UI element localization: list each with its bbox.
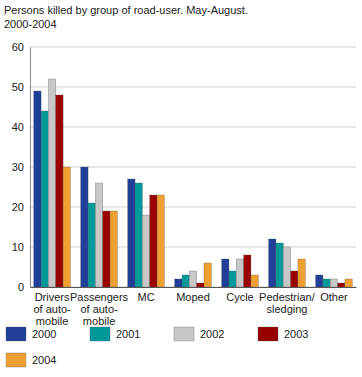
bar: [56, 95, 63, 287]
tick: 0: [18, 281, 30, 293]
tick-label: 20: [12, 201, 24, 213]
axis-line: [31, 287, 357, 288]
legend-label: 2000: [32, 328, 56, 340]
legend-swatch: [6, 327, 26, 341]
tick-label: Pedestrian/sledging: [259, 291, 316, 315]
legend-label: 2004: [32, 354, 56, 366]
legend-swatch: [258, 327, 278, 341]
bar: [182, 275, 189, 287]
bar: [236, 259, 243, 287]
grid-line: [30, 167, 356, 168]
grid-line: [30, 47, 356, 48]
legend-label: 2002: [200, 328, 224, 340]
tick: Other: [320, 287, 348, 303]
bar: [269, 239, 276, 287]
bar: [128, 179, 135, 287]
bar: [88, 203, 95, 287]
bar: [48, 79, 55, 287]
bar: [316, 275, 323, 287]
bar: [291, 271, 298, 287]
tick-label: Moped: [176, 291, 210, 303]
bar: [41, 111, 48, 287]
tick: MC: [137, 287, 154, 303]
legend-swatch: [6, 353, 26, 367]
bar: [222, 259, 229, 287]
plot: 0 10 20 30 40 50 60 Driversof auto-mobilePassen…: [12, 41, 357, 327]
tick-label: 10: [12, 241, 24, 253]
bar: [251, 275, 258, 287]
y-axis: 0 10 20 30 40 50 60: [12, 41, 31, 293]
bar: [157, 195, 164, 287]
legend: 2000 2001 2002 2003 2004: [6, 327, 308, 367]
axis-line: [30, 48, 31, 288]
bar: [95, 183, 102, 287]
title: Persons killed by group of road-user. Ma…: [4, 4, 248, 30]
grid-line: [30, 127, 356, 128]
bar: [189, 271, 196, 287]
bar: [283, 247, 290, 287]
series: [56, 95, 345, 287]
tick: Driversof auto-mobile: [33, 287, 71, 327]
tick-label: 60: [12, 41, 24, 53]
tick: 10: [12, 241, 30, 253]
tick: Moped: [176, 287, 210, 303]
bar: [81, 167, 88, 287]
tick: 50: [12, 81, 30, 93]
bar: [110, 211, 117, 287]
tick: Pedestrian/sledging: [259, 287, 316, 315]
bar: [63, 167, 70, 287]
tick-label: Passengersof auto-mobile: [70, 291, 129, 327]
grid-line: [30, 87, 356, 88]
x-axis: Driversof auto-mobilePassengersof auto-m…: [31, 287, 357, 327]
tick: 30: [12, 161, 30, 173]
bar: [142, 215, 149, 287]
bar: [276, 243, 283, 287]
bars: [34, 79, 352, 287]
tick-label: 0: [18, 281, 24, 293]
bar: [175, 279, 182, 287]
legend-label: 2003: [284, 328, 308, 340]
tick: 60: [12, 41, 30, 53]
bar: [229, 271, 236, 287]
bar: [197, 283, 204, 287]
bar: [345, 279, 352, 287]
bar: [34, 91, 41, 287]
series: [48, 79, 337, 287]
tick-label: Other: [320, 291, 348, 303]
series: [41, 111, 330, 287]
grid-line: [30, 207, 356, 208]
tick: 20: [12, 201, 30, 213]
bar: [103, 211, 110, 287]
bar: [298, 259, 305, 287]
tick: Cycle: [226, 287, 254, 303]
legend-swatch: [174, 327, 194, 341]
tick-label: Driversof auto-mobile: [33, 291, 71, 327]
tick-label: MC: [137, 291, 154, 303]
bar: [204, 263, 211, 287]
chart: Persons killed by group of road-user. Ma…: [0, 0, 362, 377]
tick-label: 30: [12, 161, 24, 173]
tick: 40: [12, 121, 30, 133]
tick-label: 40: [12, 121, 24, 133]
bar: [338, 283, 345, 287]
tick: Passengersof auto-mobile: [70, 287, 129, 327]
series: [63, 167, 352, 287]
bar: [135, 183, 142, 287]
tick-label: Cycle: [226, 291, 254, 303]
bar: [330, 279, 337, 287]
grid-line: [30, 247, 356, 248]
bar: [323, 279, 330, 287]
bar: [150, 195, 157, 287]
legend-label: 2001: [116, 328, 140, 340]
legend-swatch: [90, 327, 110, 341]
series: [34, 91, 323, 287]
tick-label: 50: [12, 81, 24, 93]
bar: [244, 255, 251, 287]
